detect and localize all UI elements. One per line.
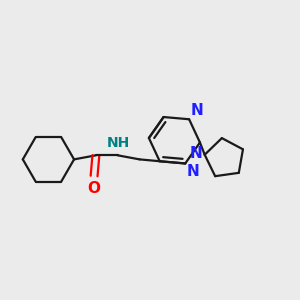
Text: N: N	[191, 103, 203, 118]
Text: N: N	[189, 146, 202, 161]
Text: O: O	[88, 181, 100, 196]
Text: N: N	[187, 164, 200, 179]
Text: NH: NH	[107, 136, 130, 150]
